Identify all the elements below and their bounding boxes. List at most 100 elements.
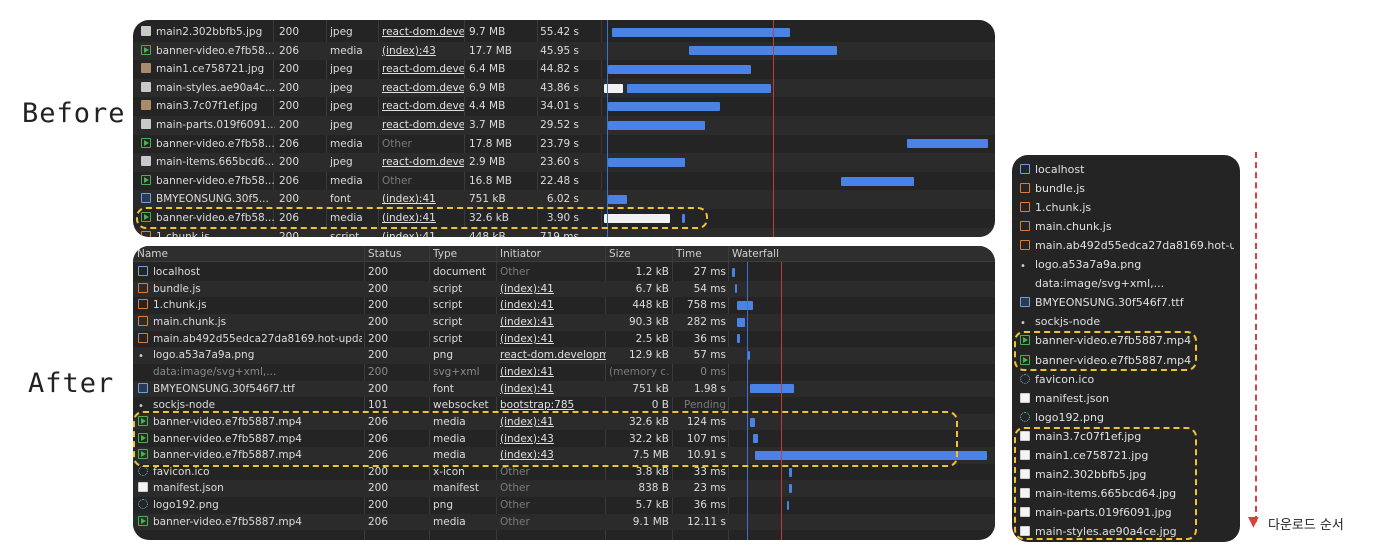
initiator-link[interactable]: react-dom.devel (382, 26, 464, 38)
request-row[interactable]: 1.chunk.js 200 script (index):41 448 kB 719 m… (133, 227, 995, 237)
download-order-item[interactable]: data:image/svg+xml,... (1020, 274, 1234, 293)
status-cell: 206 (368, 432, 389, 445)
column-header-size[interactable]: Size (609, 248, 631, 260)
request-row[interactable]: main1.ce758721.jpg 200 jpeg react-dom.devel… (133, 60, 995, 79)
type-cell: media (433, 432, 466, 445)
download-order-item[interactable]: banner-video.e7fb5887.mp4 (1020, 351, 1234, 370)
download-order-item[interactable]: main-items.665bcd64.jpg (1020, 484, 1234, 503)
initiator-link[interactable]: react-dom.devel (382, 81, 464, 94)
request-row[interactable]: main-styles.ae90a4c... 200 jpeg react-dom.d… (133, 78, 995, 98)
column-header-waterfall[interactable]: Waterfall (732, 248, 780, 260)
initiator-link[interactable]: (index):41 (500, 382, 554, 395)
request-row[interactable]: banner-video.e7fb58... 206 media Other 17.8 … (133, 135, 995, 154)
initiator-link[interactable]: (index):41 (500, 415, 554, 428)
column-header-status[interactable]: Status (368, 248, 402, 260)
request-row[interactable]: manifest.json 200 manifest Other 838 B 23 ms (133, 480, 995, 498)
initiator-link[interactable]: bootstrap:785 (500, 399, 575, 412)
request-row[interactable]: main2.302bbfb5.jpg 200 jpeg react-dom.devel… (133, 23, 995, 42)
waterfall-bar (611, 27, 791, 37)
waterfall-bar (627, 83, 771, 93)
request-row[interactable]: localhost 200 document Other 1.2 kB 27 ms (133, 264, 995, 281)
column-header-type[interactable]: Type (433, 248, 458, 260)
download-order-item[interactable]: BMYEONSUNG.30f546f7.ttf (1020, 293, 1234, 312)
type-cell: font (330, 193, 351, 206)
download-order-item[interactable]: main.chunk.js (1020, 217, 1234, 236)
initiator-link[interactable]: react-dom.development.js (500, 349, 606, 362)
video-file-icon (138, 515, 148, 526)
request-row[interactable]: main.ab492d55edca27da8169.hot-update.js 2… (133, 331, 995, 348)
request-row[interactable]: main3.7c07f1ef.jpg 200 jpeg react-dom.devel… (133, 97, 995, 116)
download-order-item[interactable]: • logo.a53a7a9a.png (1020, 255, 1234, 274)
request-row[interactable]: banner-video.e7fb5887.mp4 206 media (index)… (133, 413, 995, 431)
initiator-link[interactable]: (index):41 (500, 365, 554, 378)
image-file-icon (141, 100, 151, 111)
initiator-link[interactable]: react-dom.devel (382, 100, 464, 113)
script-file-icon (141, 230, 151, 237)
status-cell: 200 (279, 193, 300, 206)
request-row[interactable]: main-items.665bcd6... 200 jpeg react-dom.de… (133, 153, 995, 172)
initiator-link[interactable]: (index):41 (500, 332, 554, 345)
request-row[interactable]: data:image/svg+xml,... 200 svg+xml (index):… (133, 364, 995, 381)
request-row[interactable]: banner-video.e7fb5887.mp4 206 media Other 9.… (133, 513, 995, 531)
initiator-link[interactable]: (index):41 (382, 193, 436, 206)
download-order-item-label: BMYEONSUNG.30f546f7.ttf (1035, 296, 1184, 310)
initiator-link[interactable]: (index):41 (500, 315, 554, 328)
request-name: manifest.json (138, 480, 362, 497)
script-file-icon (138, 332, 148, 343)
request-name-text: data:image/svg+xml,... (153, 365, 277, 378)
download-order-item[interactable]: main2.302bbfb5.jpg (1020, 465, 1234, 484)
request-row[interactable]: logo192.png 200 png Other 5.7 kB 36 ms (133, 497, 995, 514)
request-row[interactable]: banner-video.e7fb5887.mp4 206 media (index)… (133, 447, 995, 464)
initiator-link[interactable]: (index):41 (382, 230, 436, 237)
type-cell: svg+xml (433, 365, 480, 378)
request-row[interactable]: 1.chunk.js 200 script (index):41 448 kB 758 m… (133, 297, 995, 314)
initiator-link[interactable]: react-dom.devel (382, 63, 464, 76)
download-order-item[interactable]: main1.ce758721.jpg (1020, 446, 1234, 465)
time-cell: 758 ms (686, 299, 726, 312)
size-cell: 2.9 MB (469, 156, 506, 169)
request-row[interactable]: main.chunk.js 200 script (index):41 90.3 kB 2… (133, 313, 995, 331)
request-row[interactable]: banner-video.e7fb58... 206 media Other 16.8 … (133, 172, 995, 191)
column-header-name[interactable]: Name (137, 248, 168, 260)
initiator-link[interactable]: (index):43 (500, 432, 554, 445)
download-order-item[interactable]: main-styles.ae90a4ce.jpg (1020, 522, 1234, 541)
request-row[interactable]: bundle.js 200 script (index):41 6.7 kB 54 ms (133, 280, 995, 298)
request-row[interactable]: • sockjs-node 101 websocket bootstrap:785 0 B… (133, 397, 995, 414)
download-order-item[interactable]: main3.7c07f1ef.jpg (1020, 427, 1234, 446)
video-file-icon (138, 432, 148, 443)
request-row[interactable]: BMYEONSUNG.30f546f7.ttf 200 font (index):41… (133, 380, 995, 398)
initiator-link[interactable]: react-dom.devel (382, 119, 464, 131)
initiator-link[interactable]: react-dom.devel (382, 156, 464, 169)
initiator-link[interactable]: (index):43 (382, 44, 436, 57)
request-row[interactable]: favicon.ico 200 x-icon Other 3.8 kB 33 ms (133, 464, 995, 481)
initiator-link[interactable]: (index):41 (500, 282, 554, 295)
download-order-item[interactable]: • sockjs-node (1020, 312, 1234, 331)
initiator-link[interactable]: (index):41 (382, 212, 436, 224)
download-order-item-label: main2.302bbfb5.jpg (1035, 467, 1147, 481)
resource-icon: • (138, 351, 144, 363)
request-row[interactable]: banner-video.e7fb58... 206 media (index):41… (133, 209, 995, 228)
download-order-item[interactable]: bundle.js (1020, 179, 1234, 198)
download-order-item[interactable]: localhost (1020, 160, 1234, 179)
download-order-item[interactable]: manifest.json (1020, 389, 1234, 408)
request-row[interactable]: BMYEONSUNG.30f5... 200 font (index):41 751 k… (133, 190, 995, 209)
download-order-item[interactable]: logo192.png (1020, 408, 1234, 427)
column-header-initiator[interactable]: Initiator (500, 248, 541, 260)
download-order-item-label: main.chunk.js (1035, 220, 1112, 234)
initiator-link[interactable]: (index):41 (500, 299, 554, 312)
request-name-text: 1.chunk.js (156, 230, 210, 237)
request-row[interactable]: banner-video.e7fb58... 206 media (index):43… (133, 41, 995, 61)
request-row[interactable]: • logo.a53a7a9a.png 200 png react-dom.develo… (133, 347, 995, 364)
download-order-item[interactable]: favicon.ico (1020, 370, 1234, 389)
download-order-item[interactable]: main.ab492d55edca27da8169.hot-up... (1020, 236, 1234, 255)
initiator-link[interactable]: (index):43 (500, 449, 554, 462)
request-row[interactable]: main-parts.019f6091... 200 jpeg react-dom.d… (133, 116, 995, 135)
video-file-icon (141, 44, 151, 55)
download-order-item[interactable]: 1.chunk.js (1020, 198, 1234, 217)
column-header-time[interactable]: Time (676, 248, 702, 260)
download-order-item[interactable]: banner-video.e7fb5887.mp4 (1020, 331, 1234, 350)
request-row[interactable]: banner-video.e7fb5887.mp4 206 media (index)… (133, 431, 995, 448)
time-cell: 23 ms (693, 482, 726, 495)
download-order-item[interactable]: main-parts.019f6091.jpg (1020, 503, 1234, 522)
type-cell: media (433, 449, 466, 462)
